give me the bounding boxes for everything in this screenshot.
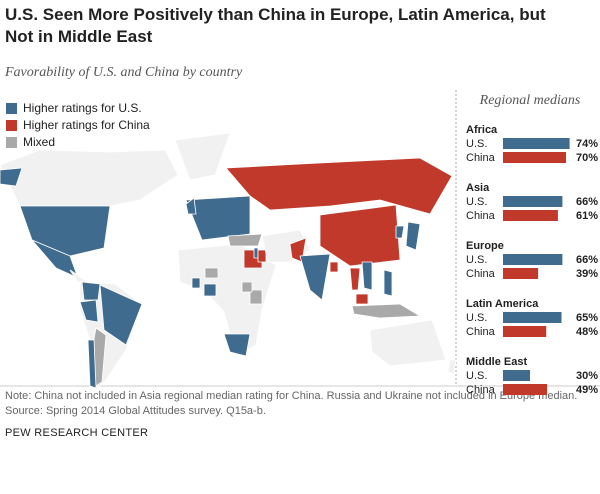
panel-title: Regional medians — [479, 93, 581, 108]
series-label: China — [466, 326, 496, 338]
footer: PEW RESEARCH CENTER — [5, 427, 148, 439]
region-label: Middle East — [466, 356, 527, 368]
series-label: U.S. — [466, 196, 487, 208]
bar — [503, 268, 539, 279]
legend-label: Mixed — [23, 135, 55, 149]
country — [257, 249, 267, 263]
country — [349, 267, 361, 291]
region-label: Europe — [466, 240, 504, 252]
source: Source: Spring 2014 Global Attitudes sur… — [5, 405, 266, 417]
country — [329, 261, 339, 273]
value-label: 65% — [576, 312, 598, 324]
country — [249, 289, 263, 305]
country — [319, 204, 401, 267]
country — [81, 281, 101, 301]
series-label: U.S. — [466, 312, 487, 324]
bar — [503, 210, 558, 221]
country — [241, 281, 253, 293]
value-label: 74% — [576, 138, 598, 150]
chart-title: U.S. Seen More Positively than China in … — [5, 5, 546, 46]
country — [225, 157, 453, 215]
country — [227, 233, 263, 247]
series-label: China — [466, 268, 496, 280]
country — [405, 221, 421, 251]
value-label: 61% — [576, 210, 598, 222]
country — [191, 277, 201, 289]
bar — [503, 312, 562, 323]
land — [0, 149, 179, 207]
country — [0, 167, 23, 187]
country — [185, 195, 251, 241]
country — [19, 205, 111, 257]
series-label: U.S. — [466, 138, 487, 150]
value-label: 49% — [576, 384, 598, 396]
country — [203, 283, 217, 297]
series-label: U.S. — [466, 370, 487, 382]
value-label: 39% — [576, 268, 598, 280]
country — [79, 299, 99, 323]
series-label: China — [466, 152, 496, 164]
value-label: 66% — [576, 196, 598, 208]
region-label: Latin America — [466, 298, 539, 310]
legend-swatch — [6, 103, 17, 114]
region-label: Africa — [466, 124, 498, 136]
country — [299, 253, 331, 301]
value-label: 30% — [576, 370, 598, 382]
legend-swatch — [6, 137, 17, 148]
country — [361, 261, 373, 291]
series-label: China — [466, 384, 496, 396]
series-label: China — [466, 210, 496, 222]
country — [223, 333, 251, 357]
region-label: Asia — [466, 182, 490, 194]
country — [87, 339, 97, 389]
land — [174, 132, 231, 181]
note: Note: China not included in Asia regiona… — [5, 390, 577, 402]
bar — [503, 196, 563, 207]
country — [351, 303, 422, 319]
country — [355, 293, 369, 305]
subtitle: Favorability of U.S. and China by countr… — [4, 65, 243, 80]
bar — [503, 384, 548, 395]
legend-swatch — [6, 120, 17, 131]
bar — [503, 326, 547, 337]
bar — [503, 138, 570, 149]
country — [204, 267, 219, 279]
land — [447, 359, 457, 375]
value-label: 48% — [576, 326, 598, 338]
value-label: 66% — [576, 254, 598, 266]
bar — [503, 152, 566, 163]
title-box: U.S. Seen More Positively than China in … — [5, 5, 546, 46]
bar — [503, 254, 563, 265]
land — [369, 319, 447, 367]
value-label: 70% — [576, 152, 598, 164]
country — [99, 284, 143, 346]
country — [383, 269, 393, 297]
series-label: U.S. — [466, 254, 487, 266]
country — [253, 247, 259, 259]
country — [395, 225, 405, 239]
legend-label: Higher ratings for U.S. — [23, 101, 142, 115]
bar — [503, 370, 530, 381]
country — [185, 197, 197, 215]
legend-label: Higher ratings for China — [23, 118, 150, 132]
